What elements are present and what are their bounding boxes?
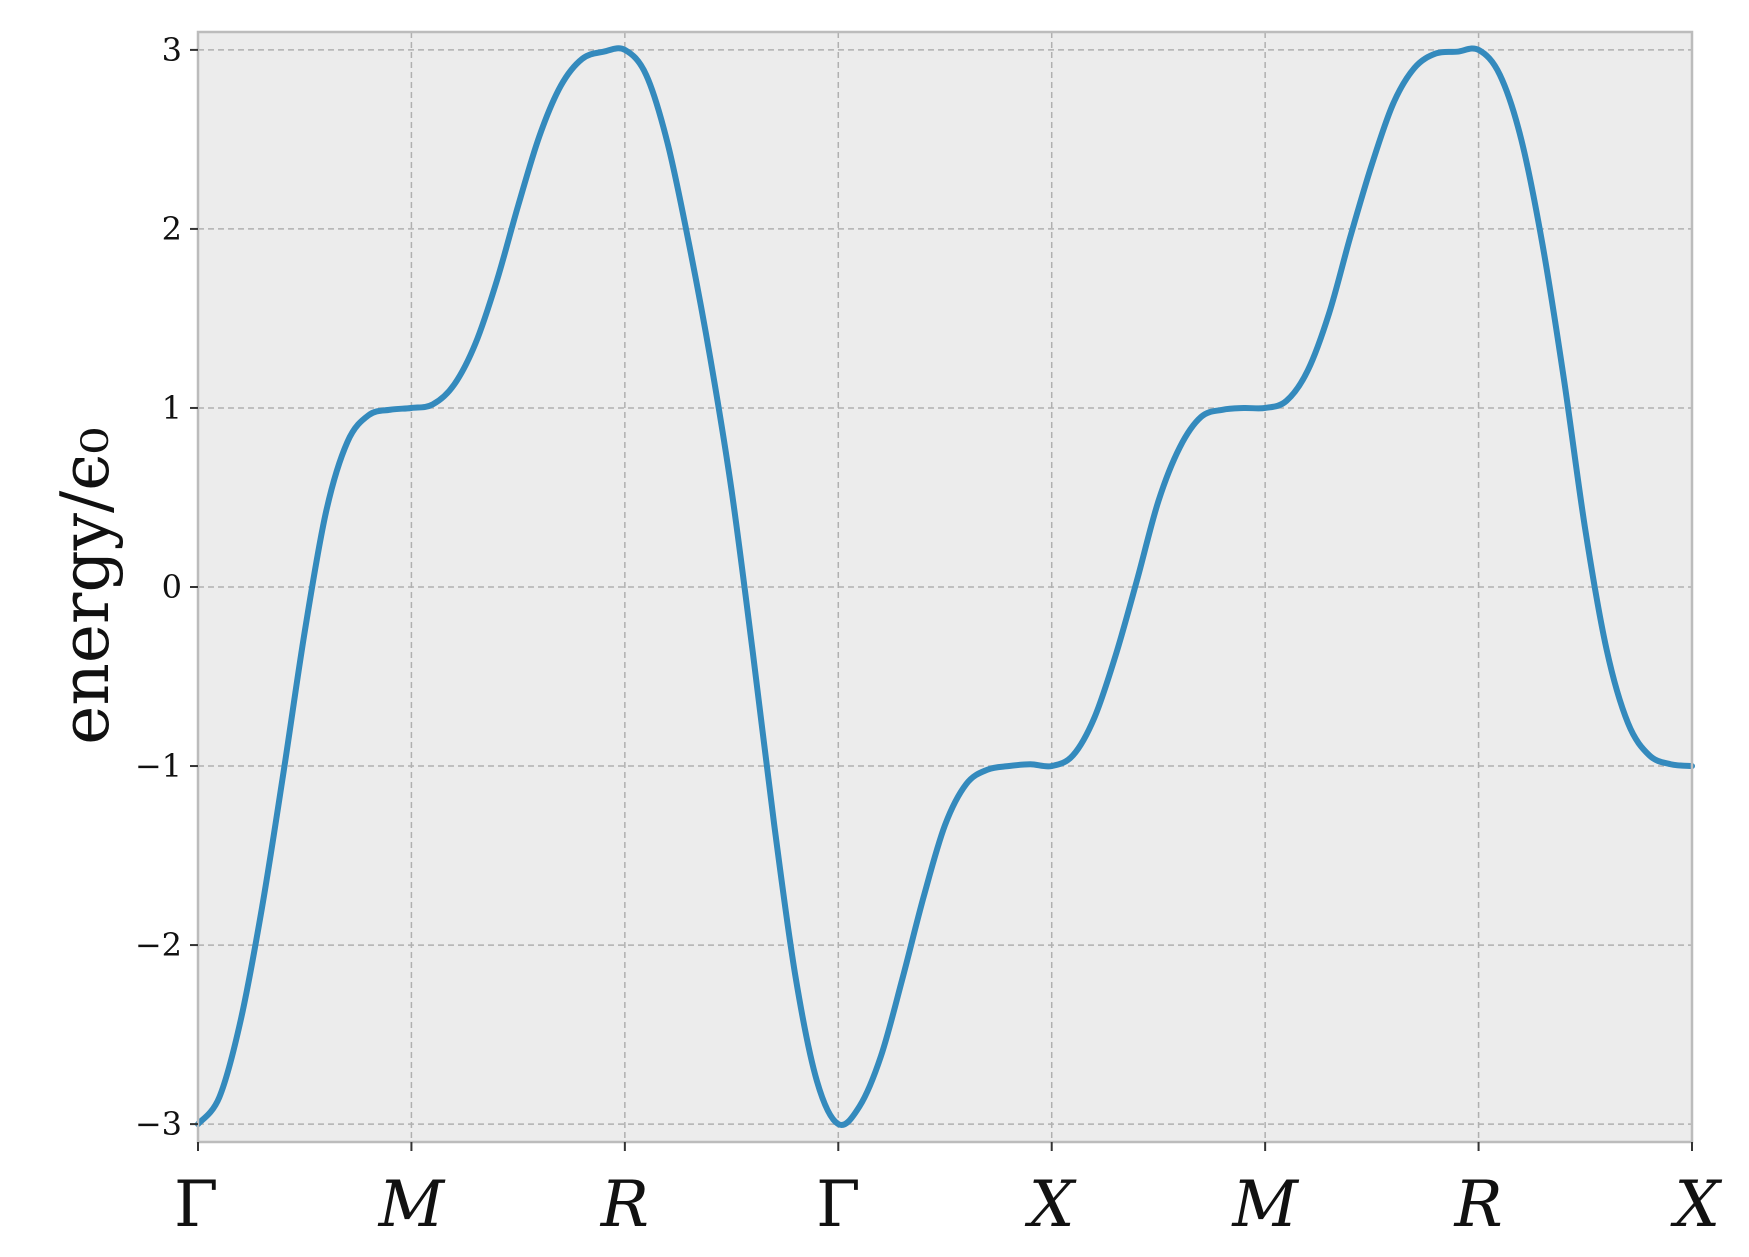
x-tick-label: Γ (174, 1168, 218, 1242)
x-tick-label: M (378, 1168, 446, 1242)
y-tick-label: 1 (162, 389, 182, 427)
x-tick-label: X (1024, 1168, 1077, 1242)
y-tick-label: −2 (135, 926, 182, 964)
x-tick-label: X (1669, 1168, 1722, 1242)
y-tick-label: 0 (162, 568, 182, 606)
x-tick-label: R (1453, 1168, 1502, 1242)
x-tick-label: Γ (816, 1168, 860, 1242)
y-tick-label: −3 (135, 1105, 182, 1143)
y-axis-ticks: 3 2 1 0 −1 −2 −3 (135, 31, 198, 1143)
x-tick-label: R (600, 1168, 649, 1242)
y-tick-label: −1 (135, 747, 182, 785)
series-layer (195, 45, 1695, 1128)
y-axis-label: energy/ϵ₀ (47, 427, 124, 744)
y-tick-label: 2 (162, 210, 182, 248)
x-tick-label: M (1231, 1168, 1299, 1242)
y-tick-label: 3 (162, 31, 182, 69)
series-line (195, 45, 1695, 1128)
